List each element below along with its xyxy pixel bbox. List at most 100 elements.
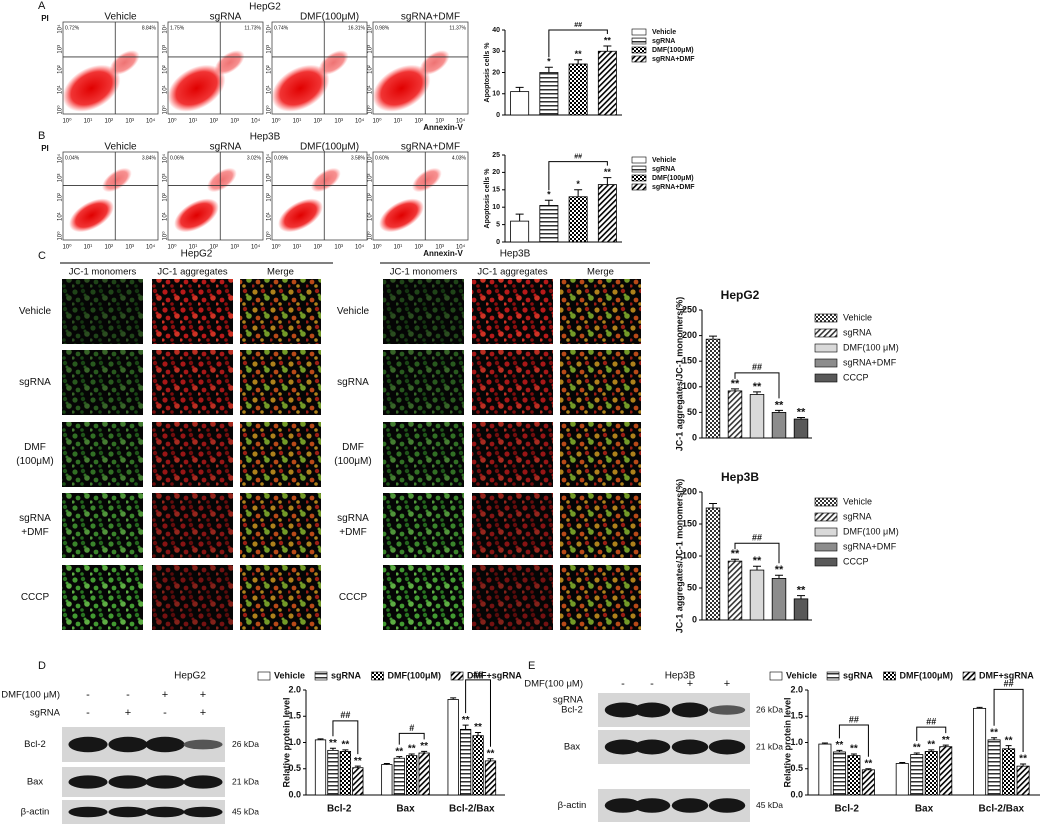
bracket (398, 732, 425, 745)
significance: ** (731, 548, 740, 560)
error-bar (342, 749, 349, 752)
significance: ** (604, 167, 612, 177)
bracket (734, 542, 780, 564)
y-tick-label: 10⁴ (57, 24, 64, 34)
x-tick-label: Bax (396, 804, 415, 815)
legend-swatch (631, 28, 647, 36)
error-bar (475, 732, 482, 736)
bar (939, 746, 953, 796)
treatment-label: sgRNA (30, 708, 61, 719)
micrograph-cells (472, 279, 553, 344)
y-tick-label: 0.0 (288, 789, 301, 799)
micrograph-cells (152, 493, 233, 558)
bar (727, 560, 743, 621)
legend-swatch (962, 671, 976, 681)
error-bar (709, 503, 717, 508)
significance: ** (420, 741, 428, 752)
legend-swatch (814, 512, 838, 522)
legend-label: Vehicle (843, 496, 872, 506)
quadrant-value: 3.02% (247, 155, 262, 161)
micrograph-cells (383, 565, 464, 630)
y-tick-label: 150 (682, 518, 697, 528)
y-tick-label: 10³ (163, 45, 169, 54)
y-tick-label: 10³ (368, 174, 374, 183)
blot-band (145, 736, 185, 753)
micrograph-cells (383, 493, 464, 558)
error-bar (574, 59, 583, 64)
cell-line-label: Hep3B (665, 671, 696, 682)
significance: * (547, 190, 551, 200)
bar (818, 743, 832, 796)
legend-swatch (826, 671, 840, 681)
blot-band (671, 702, 709, 718)
quadrant-value: 11.37% (449, 25, 466, 31)
blot-band (108, 775, 148, 789)
bar (406, 755, 418, 796)
bracket-label: ## (473, 669, 483, 679)
legend-label: sgRNA (331, 670, 362, 680)
blot-band (671, 798, 709, 813)
error-bar (731, 388, 739, 391)
significance: ** (913, 743, 921, 754)
y-axis-label: JC-1 aggregates/JC-1 monomers(%) (674, 479, 684, 634)
bar (749, 569, 765, 621)
event-cloud (379, 198, 424, 233)
x-tick-label: 10³ (334, 119, 343, 125)
y-tick-label: 10⁰ (266, 231, 273, 241)
y-tick-label: 200 (682, 330, 697, 340)
bracket (548, 161, 608, 191)
significance: ** (604, 35, 612, 45)
legend-swatch (814, 527, 838, 537)
protein-label: Bax (564, 742, 581, 753)
micrograph-cells (383, 422, 464, 487)
x-tick-label: Bcl-2 (834, 804, 859, 815)
bar (793, 418, 809, 439)
legend-swatch (814, 373, 838, 383)
y-tick-label: 10⁴ (162, 24, 169, 34)
event-cloud (69, 198, 114, 233)
x-tick-label: 10⁴ (355, 118, 365, 125)
x-tick-label: 10³ (125, 119, 134, 125)
treatment-sign: - (163, 707, 167, 719)
micrograph-cells (62, 350, 143, 415)
y-tick-label: 10¹ (368, 212, 374, 221)
micrograph-cells (560, 493, 641, 558)
x-tick-label: 10² (313, 245, 322, 251)
quadrant-value: 8.84% (142, 25, 157, 31)
row-label: CCCP (339, 592, 368, 603)
axis-label: Annexin-V (423, 123, 463, 132)
bracket-label: ## (340, 710, 350, 720)
y-tick-label: 50 (687, 582, 697, 592)
treatment-sign: - (621, 678, 625, 690)
y-tick-label: 10² (58, 65, 64, 74)
bracket (332, 720, 359, 755)
x-tick-label: 10³ (435, 245, 444, 251)
micrograph-cells (240, 279, 321, 344)
error-bar (836, 749, 843, 752)
legend-label: sgRNA (843, 327, 872, 337)
y-tick-label: 10⁰ (162, 231, 169, 241)
y-tick-label: 10 (492, 91, 500, 98)
blot-band (145, 775, 185, 789)
bracket-label: # (409, 723, 414, 733)
bar (381, 764, 393, 796)
error-bar (797, 417, 805, 420)
micrograph-cells (472, 350, 553, 415)
micrograph-cells (240, 350, 321, 415)
blot-band (633, 798, 671, 813)
quadrant-value: 3.58% (351, 155, 366, 161)
y-tick-label: 10¹ (267, 212, 273, 221)
event-cloud (214, 50, 245, 75)
quadrant-value: 0.72% (65, 25, 80, 31)
error-bar (928, 749, 935, 752)
bracket-label: ## (574, 153, 582, 160)
y-tick-label: 10⁴ (57, 154, 64, 164)
significance: ** (354, 756, 362, 767)
x-tick-label: 10⁰ (271, 118, 281, 125)
y-tick-label: 0 (692, 614, 697, 624)
micrograph-cells (472, 422, 553, 487)
row-label: DMF (342, 442, 364, 453)
quadrant-value: 0.06% (170, 155, 185, 161)
micrograph-cells (152, 422, 233, 487)
